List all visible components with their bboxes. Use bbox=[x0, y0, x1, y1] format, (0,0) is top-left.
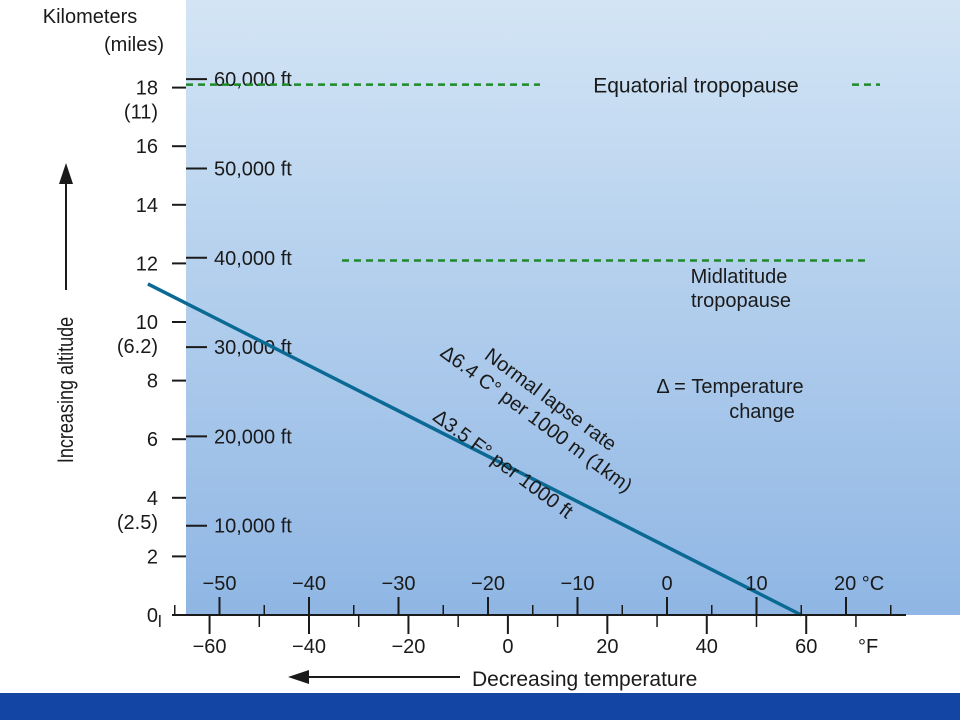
feet-tick-label: 50,000 ft bbox=[214, 158, 292, 180]
decreasing-temperature-label: Decreasing temperature bbox=[472, 668, 697, 691]
fahrenheit-tick-label: −20 bbox=[391, 636, 425, 658]
plot-area bbox=[186, 0, 960, 615]
feet-tick-label: 30,000 ft bbox=[214, 337, 292, 359]
equatorial-tropopause-label: Equatorial tropopause bbox=[593, 75, 798, 98]
km-tick-label: 10 bbox=[136, 312, 158, 334]
y-axis-title-line-2: (miles) bbox=[104, 34, 164, 56]
increasing-altitude-label: Increasing altitude bbox=[54, 317, 78, 463]
km-tick-label: 14 bbox=[136, 195, 158, 217]
bottom-bar bbox=[0, 693, 960, 720]
mile-label: (6.2) bbox=[117, 336, 158, 358]
fahrenheit-tick-label: 0 bbox=[502, 636, 513, 658]
fahrenheit-tick-label: 60 bbox=[795, 636, 817, 658]
temperature-arrow-icon bbox=[288, 670, 309, 684]
celsius-tick-label: 10 bbox=[745, 573, 767, 595]
feet-axis: 10,000 ft 20,000 ft 30,000 ft 40,000 ft 50,0… bbox=[186, 69, 292, 538]
delta-legend-line-2: change bbox=[729, 401, 795, 423]
km-tick-label: 6 bbox=[147, 429, 158, 451]
fahrenheit-tick-label: −40 bbox=[292, 636, 326, 658]
mile-label: (2.5) bbox=[117, 512, 158, 534]
fahrenheit-tick-label: −60 bbox=[193, 636, 227, 658]
mile-label: (11) bbox=[124, 102, 158, 124]
celsius-tick-label: −50 bbox=[203, 573, 237, 595]
fahrenheit-tick-label: 20 bbox=[596, 636, 618, 658]
km-tick-label: 2 bbox=[147, 546, 158, 568]
temperature-axis-label: Decreasing temperature bbox=[288, 668, 697, 691]
normal-lapse-rate-line bbox=[147, 282, 803, 617]
celsius-tick-label: 0 bbox=[661, 573, 672, 595]
celsius-tick-label: −40 bbox=[292, 573, 326, 595]
feet-tick-label: 40,000 ft bbox=[214, 248, 292, 270]
km-tick-label: 0 bbox=[147, 605, 158, 627]
km-tick-label: 12 bbox=[136, 253, 158, 275]
midlatitude-tropopause-label-2: tropopause bbox=[691, 290, 791, 312]
celsius-tick-label: 20 °C bbox=[834, 573, 884, 595]
series-group bbox=[147, 282, 803, 617]
km-tick-label: 4 bbox=[147, 488, 158, 510]
tropopause-lines: Equatorial tropopause Midlatitudetropopau… bbox=[186, 75, 880, 312]
fahrenheit-unit-label: °F bbox=[858, 636, 878, 658]
altitude-arrow-icon bbox=[59, 163, 73, 184]
celsius-tick-label: −20 bbox=[471, 573, 505, 595]
temperature-axes: −50 −40 −30 −20 −10 0 10 20 °C −60 −40 −20 0 20 40 60 °… bbox=[159, 573, 906, 658]
delta-legend-line-1: Δ = Temperature bbox=[656, 376, 803, 398]
celsius-tick-label: −30 bbox=[382, 573, 416, 595]
km-tick-label: 16 bbox=[136, 136, 158, 158]
celsius-tick-label: −10 bbox=[561, 573, 595, 595]
midlatitude-tropopause-label-1: Midlatitude bbox=[691, 266, 788, 288]
feet-tick-label: 20,000 ft bbox=[214, 426, 292, 448]
y-axis-title-line-1: Kilometers bbox=[43, 6, 137, 28]
feet-tick-label: 60,000 ft bbox=[214, 69, 292, 91]
km-tick-label: 8 bbox=[147, 371, 158, 393]
altitude-axis-label: Increasing altitude bbox=[54, 163, 78, 463]
km-axis: 0 2 4 6 8 10 12 14 16 18 (2.5) (6.2) (11) bbox=[117, 78, 186, 627]
km-tick-label: 18 bbox=[136, 78, 158, 100]
feet-tick-label: 10,000 ft bbox=[214, 516, 292, 538]
fahrenheit-tick-label: 40 bbox=[696, 636, 718, 658]
